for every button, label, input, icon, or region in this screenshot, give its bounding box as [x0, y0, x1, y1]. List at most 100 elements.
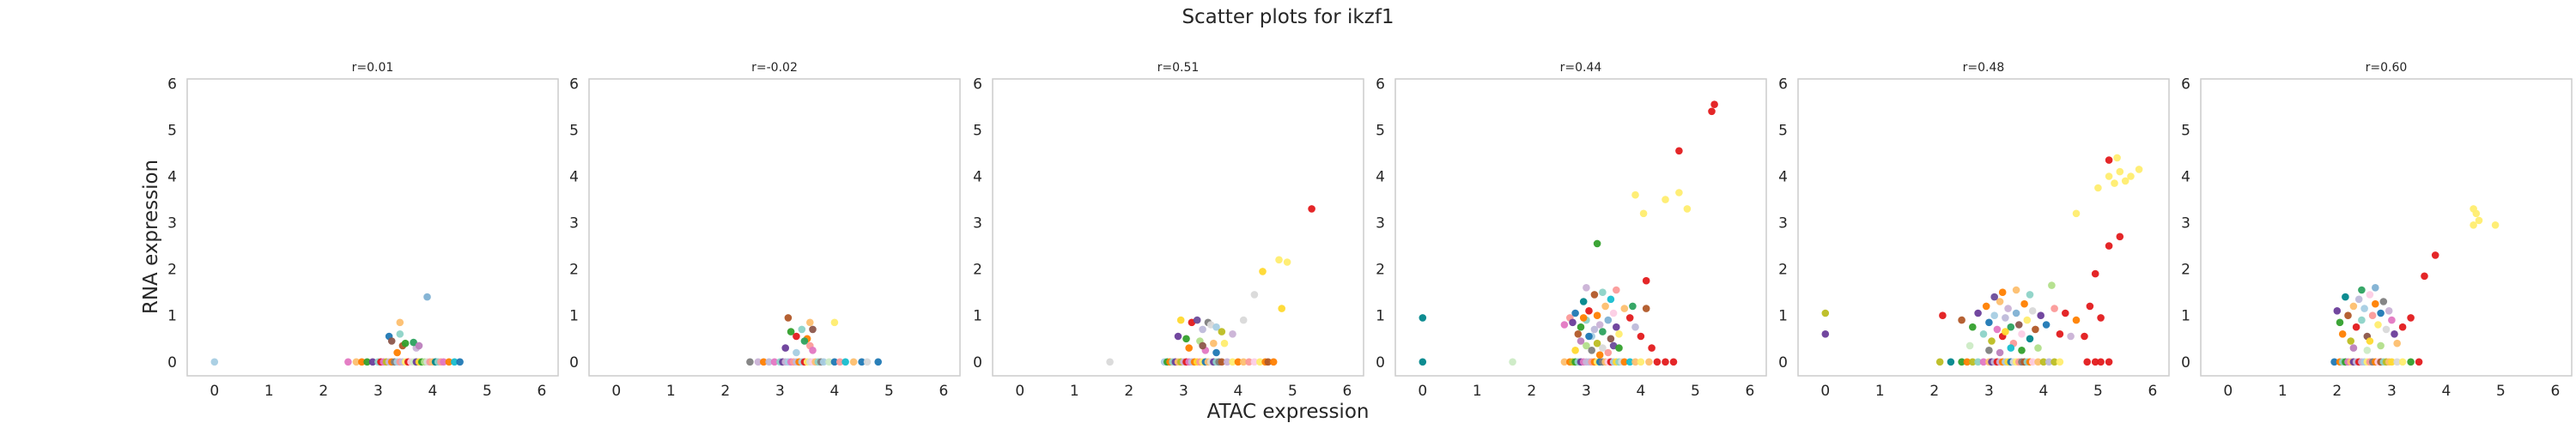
data-point: [1979, 330, 1988, 338]
x-tick-label: 4: [1636, 383, 1645, 400]
data-point: [760, 358, 768, 366]
y-tick-label: 5: [167, 122, 177, 139]
data-point: [1560, 358, 1569, 366]
scatter-panel: r=0.01 0 1 2 3 4 5 6 0 1 2 3 4 5 6: [167, 61, 559, 400]
y-tick-label: 1: [2181, 308, 2190, 325]
data-points: [1821, 154, 2143, 366]
scatter-panel: r=-0.02 0 1 2 3 4 5 6 0 1 2 3 4 5 6: [569, 61, 961, 400]
figure-title: Scatter plots for ikzf1: [1182, 6, 1394, 28]
data-point: [1639, 209, 1648, 218]
y-tick-label: 4: [569, 169, 579, 186]
panel-title: r=0.44: [1560, 61, 1602, 75]
data-point: [1278, 305, 1285, 312]
data-points: [1419, 100, 1718, 366]
data-point: [1234, 358, 1242, 366]
data-point: [1174, 332, 1182, 341]
data-point: [1571, 347, 1579, 354]
data-point: [1593, 311, 1601, 320]
data-point: [1595, 351, 1604, 360]
y-tick-label: 5: [2181, 122, 2190, 139]
data-point: [1419, 358, 1427, 366]
data-point: [1710, 100, 1718, 108]
data-point: [1965, 341, 1974, 350]
data-point: [2382, 325, 2391, 334]
x-tick-label: 0: [1418, 383, 1427, 400]
data-point: [2018, 330, 2026, 338]
data-point: [1662, 358, 1669, 366]
data-point: [1583, 341, 1590, 350]
data-point: [1577, 323, 1585, 331]
data-point: [1193, 316, 1201, 324]
data-point: [2002, 314, 2009, 322]
data-point: [1106, 358, 1114, 366]
data-point: [2105, 242, 2113, 250]
y-axis-label: RNA expression: [140, 160, 162, 314]
plot-area: [1797, 78, 2170, 377]
data-point: [1990, 311, 1998, 320]
data-point: [2044, 358, 2053, 366]
data-point: [2388, 316, 2396, 324]
plot-area: [1394, 78, 1767, 377]
data-point: [415, 341, 423, 350]
x-tick-label: 0: [2223, 383, 2233, 400]
x-tick-label: 2: [720, 383, 730, 400]
data-point: [1609, 309, 1618, 317]
data-point: [809, 325, 817, 334]
y-tick-label: 4: [973, 169, 982, 186]
x-tick-label: 1: [2278, 383, 2287, 400]
data-point: [874, 358, 882, 366]
x-tick-label: 6: [538, 383, 547, 400]
data-point: [396, 318, 404, 327]
data-point: [800, 337, 809, 345]
data-point: [2007, 344, 2015, 352]
data-point: [2086, 302, 2094, 311]
x-tick-label: 2: [1527, 383, 1536, 400]
x-tick-label: 4: [2038, 383, 2048, 400]
data-point: [2007, 323, 2015, 331]
data-point: [2336, 318, 2344, 327]
data-point: [1669, 358, 1678, 366]
data-point: [849, 358, 858, 366]
y-tick-label: 4: [167, 169, 177, 186]
y-tick-label: 4: [2181, 169, 2190, 186]
scatter-panel: r=0.44 0 1 2 3 4 5 6 0 1 2 3 4 5 6: [1376, 61, 1767, 400]
data-point: [2023, 316, 2032, 324]
data-point: [1560, 321, 1569, 329]
data-point: [1969, 323, 1977, 331]
data-point: [2407, 358, 2415, 366]
data-point: [1599, 288, 1607, 297]
data-point: [2067, 332, 2075, 341]
data-point: [1585, 307, 1593, 315]
data-point: [825, 358, 833, 366]
y-tick-label: 0: [1778, 354, 1788, 372]
data-point: [1245, 358, 1253, 366]
data-point: [1199, 325, 1206, 334]
x-tick-label: 5: [2093, 383, 2103, 400]
data-point: [1645, 358, 1653, 366]
data-point: [2002, 328, 2009, 335]
data-point: [1996, 348, 2004, 357]
data-point: [2105, 156, 2113, 164]
data-point: [841, 358, 849, 366]
y-tick-label: 2: [2181, 262, 2190, 279]
data-point: [1648, 344, 1656, 352]
data-point: [2050, 358, 2058, 366]
data-point: [2113, 154, 2121, 162]
data-point: [2020, 299, 2028, 308]
data-point: [456, 358, 464, 366]
x-tick-label: 1: [1070, 383, 1079, 400]
data-points: [210, 293, 464, 366]
x-tick-label: 6: [2551, 383, 2561, 400]
x-tick-label: 5: [1288, 383, 1297, 400]
data-point: [1615, 344, 1623, 352]
y-tick-label: 3: [167, 215, 177, 233]
data-point: [358, 358, 366, 366]
data-point: [1985, 318, 1993, 327]
data-point: [2475, 216, 2483, 225]
data-point: [2097, 358, 2105, 366]
data-point: [1613, 323, 1620, 331]
x-tick-label: 6: [1343, 383, 1352, 400]
data-point: [2072, 316, 2081, 324]
data-point: [2330, 358, 2338, 366]
data-point: [2091, 358, 2099, 366]
